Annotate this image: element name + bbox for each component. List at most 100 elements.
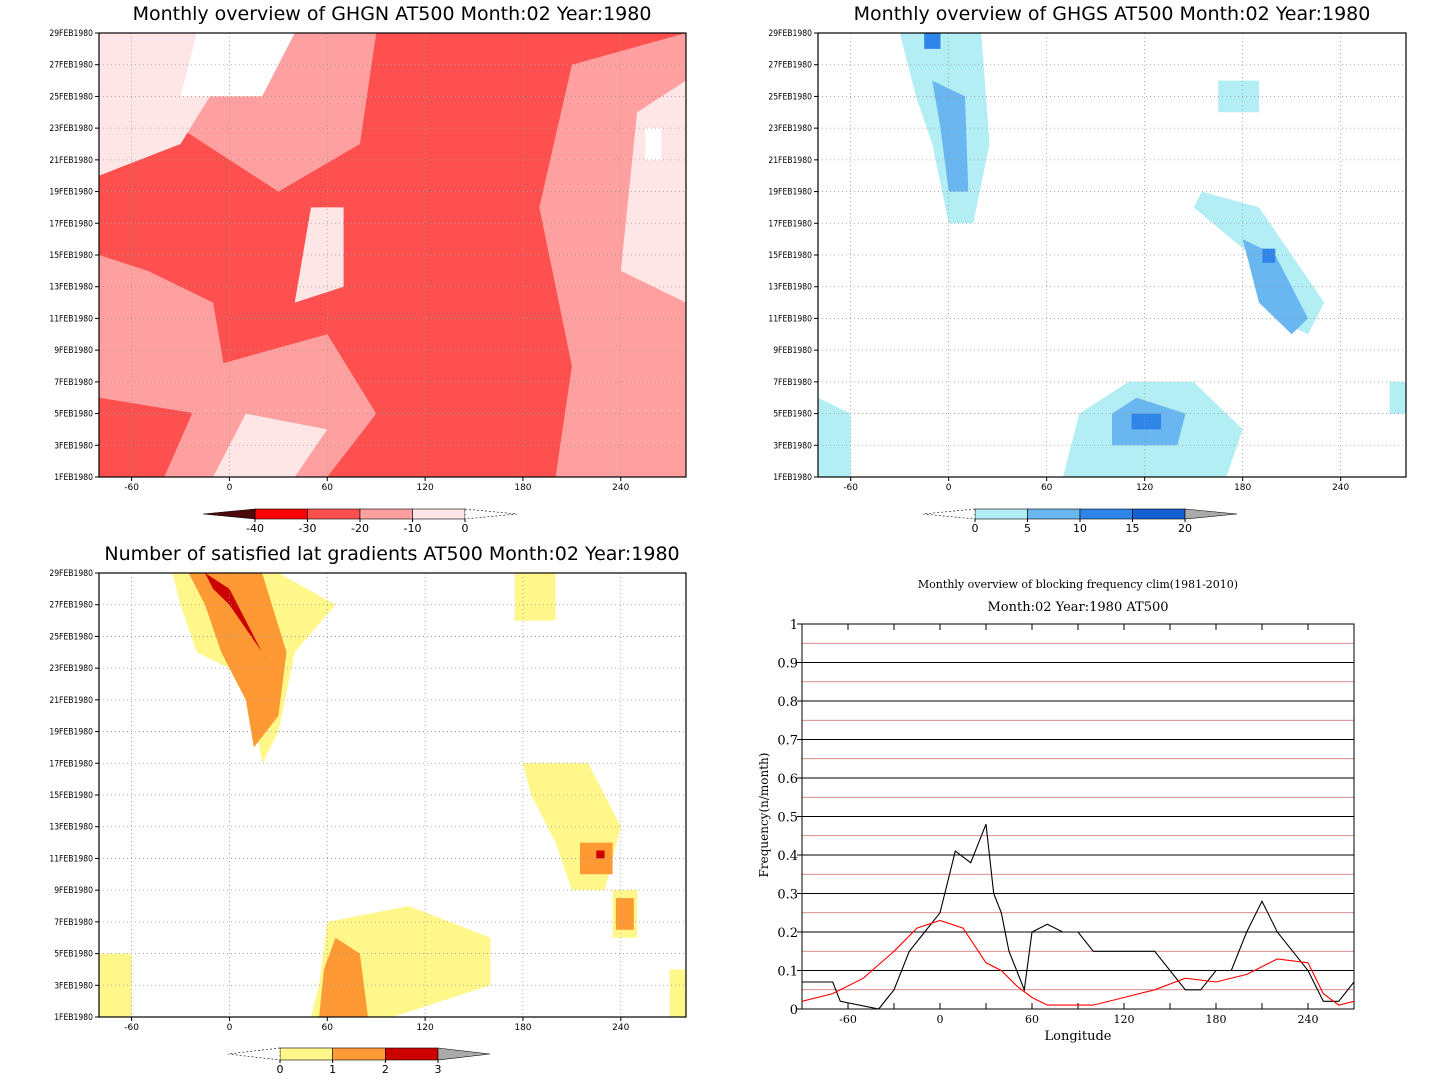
y-tick-label: 1FEB1980 — [773, 473, 812, 483]
colorbar-box-3 — [412, 508, 466, 520]
y-tick-label: 27FEB1980 — [49, 601, 93, 611]
colorbar: 0 1 2 3 — [227, 1047, 491, 1076]
y-tick-label: 0.1 — [777, 965, 798, 980]
y-tick-label: 25FEB1980 — [49, 632, 93, 642]
lat-gradients-heatmap-panel: Number of satisfied lat gradients AT500 … — [49, 543, 687, 1076]
blocking-xlabel: Longitude — [1045, 1029, 1112, 1044]
ghgs-heatmap-panel: Monthly overview of GHGS AT500 Month:02 … — [768, 3, 1407, 535]
x-tick-label: 60 — [322, 483, 334, 493]
colorbar: -40 -30 -20 -10 0 — [202, 508, 518, 535]
contour-region-2 — [205, 573, 271, 669]
colorbar-label: 20 — [1178, 522, 1192, 535]
contour-region-8 — [180, 33, 295, 97]
x-tick-label: 60 — [1041, 483, 1053, 493]
x-tick-label: 180 — [514, 483, 531, 493]
y-tick-label: 17FEB1980 — [49, 759, 93, 769]
colorbar-box-0 — [279, 1047, 333, 1061]
y-tick-label: 21FEB1980 — [49, 156, 93, 166]
x-tick-label: 0 — [937, 1013, 944, 1026]
y-tick-label: 23FEB1980 — [49, 124, 93, 134]
contour-region-5 — [213, 413, 328, 477]
y-tick-label: 9FEB1980 — [773, 346, 812, 356]
y-tick-label: 29FEB1980 — [49, 569, 93, 579]
colorbar-left-arrow — [922, 508, 976, 520]
colorbar-label: -10 — [404, 522, 422, 535]
colorbar-box-2 — [1079, 508, 1133, 520]
y-tick-label: 7FEB1980 — [54, 918, 93, 928]
y-tick-label: 27FEB1980 — [768, 61, 812, 71]
y-tick-label: 7FEB1980 — [54, 378, 93, 388]
y-tick-label: 0 — [790, 1003, 798, 1018]
colorbar-label: -40 — [246, 522, 264, 535]
x-tick-label: 180 — [514, 1023, 531, 1033]
y-tick-label: 1FEB1980 — [54, 1013, 93, 1023]
x-tick-label: 120 — [1114, 1013, 1135, 1026]
colorbar-right-arrow — [464, 508, 518, 520]
ghgn-heatmap-panel: Monthly overview of GHGN AT500 Month:02 … — [49, 3, 687, 535]
colorbar-box-1 — [307, 508, 361, 520]
y-tick-label: 29FEB1980 — [768, 29, 812, 39]
colorbar-box-3 — [1132, 508, 1186, 520]
y-tick-label: 1FEB1980 — [54, 473, 93, 483]
y-tick-label: 21FEB1980 — [49, 696, 93, 706]
y-tick-label: 25FEB1980 — [49, 92, 93, 102]
contour-region-1 — [932, 80, 969, 192]
x-tick-label: 120 — [417, 1023, 434, 1033]
colorbar-label: 1 — [329, 1063, 336, 1076]
series-line-0 — [802, 823, 1355, 1010]
contour-region-9 — [615, 898, 634, 930]
heatmap-field — [99, 33, 686, 477]
y-tick-label: 5FEB1980 — [54, 410, 93, 420]
contour-region-7 — [620, 80, 686, 303]
colorbar-label: -30 — [299, 522, 317, 535]
x-tick-label: 60 — [1025, 1013, 1039, 1026]
y-tick-label: 0.8 — [777, 695, 798, 710]
x-tick-label: 240 — [612, 483, 629, 493]
colorbar-left-arrow — [202, 508, 256, 520]
y-tick-label: 1 — [790, 618, 798, 633]
colorbar-label: -20 — [351, 522, 369, 535]
colorbar-right-arrow — [437, 1047, 491, 1061]
colorbar-box-2 — [359, 508, 413, 520]
colorbar-box-2 — [385, 1047, 439, 1061]
y-tick-label: 29FEB1980 — [49, 29, 93, 39]
contour-region-11 — [669, 969, 686, 1017]
colorbar-label: 3 — [435, 1063, 442, 1076]
x-tick-label: 60 — [322, 1023, 334, 1033]
x-tick-label: -60 — [124, 483, 139, 493]
y-tick-label: 23FEB1980 — [768, 124, 812, 134]
y-tick-label: 0.2 — [777, 926, 798, 941]
x-tick-label: -60 — [839, 1013, 857, 1026]
contour-region-2 — [924, 33, 941, 49]
y-tick-label: 15FEB1980 — [49, 791, 93, 801]
y-tick-label: 21FEB1980 — [768, 156, 812, 166]
colorbar-label: 0 — [462, 522, 469, 535]
y-tick-label: 17FEB1980 — [768, 219, 812, 229]
x-tick-label: 120 — [1136, 483, 1153, 493]
colorbar-label: 0 — [277, 1063, 284, 1076]
blocking-ylabel: Frequency(n/month) — [757, 753, 771, 878]
y-tick-label: 19FEB1980 — [768, 188, 812, 198]
colorbar-label: 0 — [972, 522, 979, 535]
y-tick-label: 0.3 — [777, 888, 798, 903]
y-tick-label: 13FEB1980 — [49, 283, 93, 293]
colorbar-label: 15 — [1126, 522, 1140, 535]
series-line-1 — [801, 919, 1355, 1006]
x-tick-label: 240 — [1298, 1013, 1319, 1026]
contour-region-10 — [645, 128, 662, 160]
contour-region-2 — [164, 334, 377, 477]
blocking-frequency-panel: Monthly overview of blocking frequency c… — [757, 578, 1355, 1044]
x-tick-label: 180 — [1206, 1013, 1227, 1026]
contour-region-8 — [1131, 413, 1161, 430]
y-tick-label: 17FEB1980 — [49, 219, 93, 229]
x-tick-label: -60 — [124, 1023, 139, 1033]
heatmap-field — [818, 33, 1406, 477]
heatmap-field — [99, 573, 686, 1017]
contour-region-4 — [1242, 239, 1308, 335]
y-tick-label: 0.7 — [777, 734, 798, 749]
ghgs-title: Monthly overview of GHGS AT500 Month:02 … — [854, 3, 1371, 25]
x-tick-label: 0 — [946, 483, 952, 493]
x-tick-label: 0 — [227, 1023, 233, 1033]
colorbar: 0 5 10 15 20 — [922, 508, 1238, 535]
